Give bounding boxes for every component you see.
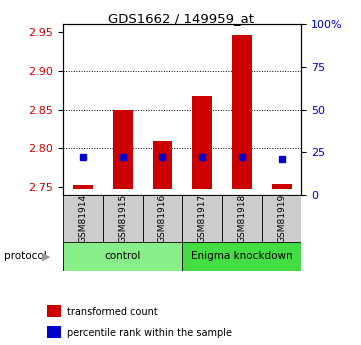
Text: GSM81916: GSM81916 (158, 194, 167, 243)
Bar (103, 195, 143, 242)
Bar (63, 241, 182, 271)
Text: transformed count: transformed count (67, 307, 157, 317)
Text: GSM81914: GSM81914 (79, 194, 87, 243)
Text: Enigma knockdown: Enigma knockdown (191, 251, 293, 261)
Bar (182, 241, 301, 271)
Bar (113, 109, 133, 189)
Bar (232, 35, 252, 189)
Text: ▶: ▶ (42, 251, 51, 261)
Bar (222, 195, 262, 242)
Text: GSM81917: GSM81917 (198, 194, 206, 243)
Text: GSM81915: GSM81915 (118, 194, 127, 243)
Bar (182, 195, 222, 242)
Text: percentile rank within the sample: percentile rank within the sample (67, 328, 232, 338)
Text: GDS1662 / 149959_at: GDS1662 / 149959_at (108, 12, 253, 25)
Bar (262, 195, 301, 242)
Text: GSM81918: GSM81918 (238, 194, 246, 243)
Text: protocol: protocol (4, 251, 46, 261)
Bar (73, 185, 93, 189)
Bar (143, 195, 182, 242)
Bar (271, 184, 292, 189)
Bar (152, 141, 172, 189)
Text: GSM81919: GSM81919 (277, 194, 286, 243)
Bar (63, 195, 103, 242)
Text: control: control (105, 251, 141, 261)
Bar (192, 96, 212, 189)
